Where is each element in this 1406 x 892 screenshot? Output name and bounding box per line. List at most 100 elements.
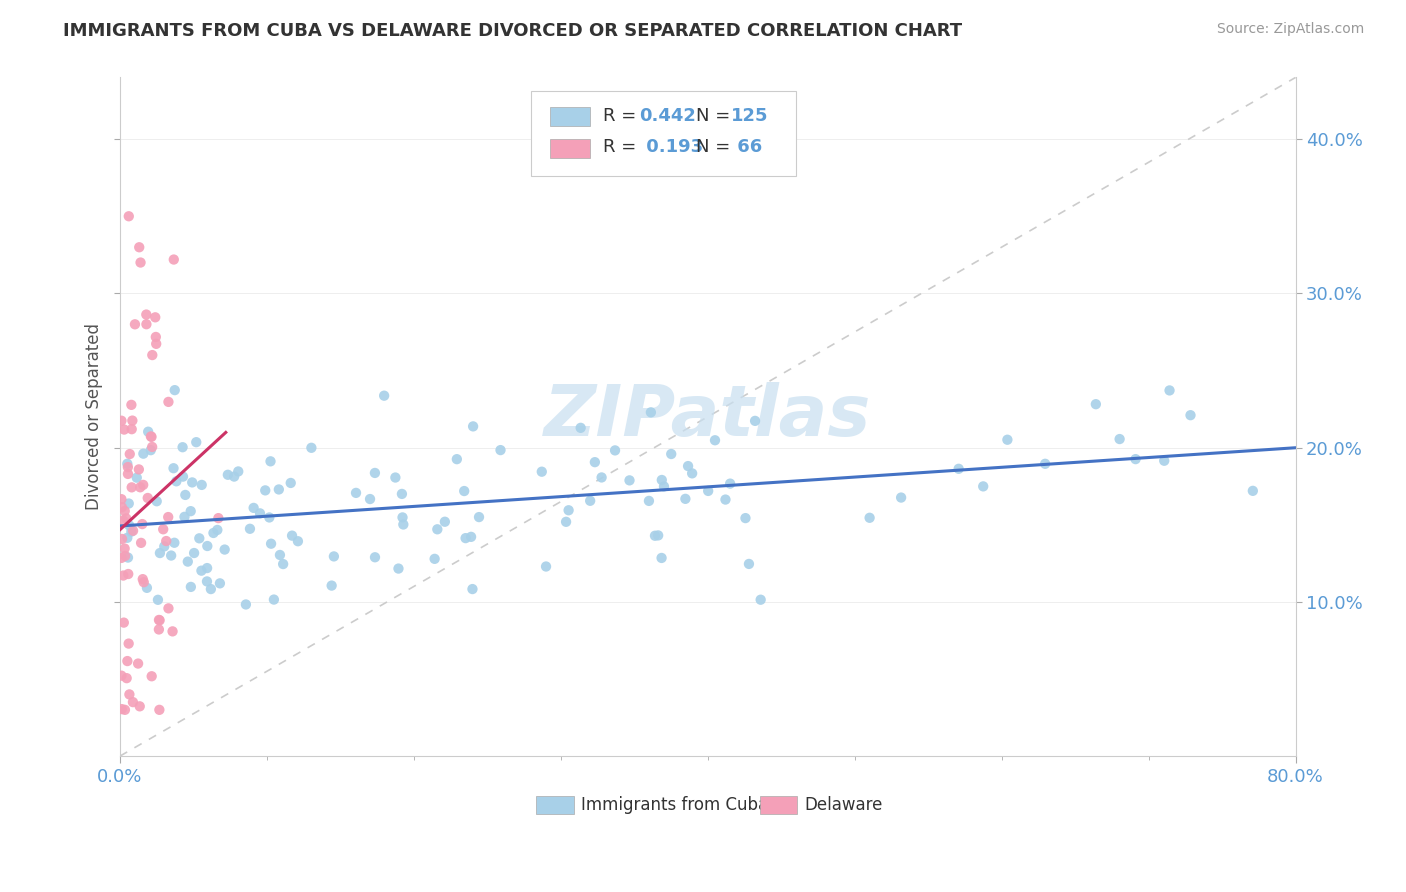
Text: IMMIGRANTS FROM CUBA VS DELAWARE DIVORCED OR SEPARATED CORRELATION CHART: IMMIGRANTS FROM CUBA VS DELAWARE DIVORCE… xyxy=(63,22,962,40)
Point xyxy=(392,517,415,532)
Point xyxy=(972,479,994,493)
Point xyxy=(454,531,477,545)
Point xyxy=(489,443,512,458)
Point xyxy=(239,522,262,536)
Text: ZIPatlas: ZIPatlas xyxy=(544,383,872,451)
Point xyxy=(249,507,271,521)
Text: N =: N = xyxy=(696,107,735,125)
Point xyxy=(111,532,134,546)
Point xyxy=(673,491,696,506)
FancyBboxPatch shape xyxy=(531,91,796,176)
Point xyxy=(263,592,285,607)
Point xyxy=(111,500,134,515)
Point xyxy=(177,555,200,569)
Point xyxy=(157,601,180,615)
Point xyxy=(139,443,162,458)
Point xyxy=(181,475,204,490)
Text: 0.442: 0.442 xyxy=(640,107,696,125)
Point xyxy=(117,654,139,668)
Point xyxy=(652,479,675,493)
Point xyxy=(569,421,592,435)
Point xyxy=(681,467,703,481)
Point xyxy=(160,549,183,563)
Point xyxy=(423,552,446,566)
Point xyxy=(1125,452,1147,467)
Text: R =: R = xyxy=(603,138,643,156)
Point xyxy=(155,534,177,549)
Point xyxy=(195,574,218,589)
Point xyxy=(391,510,413,524)
Point xyxy=(141,430,163,444)
Point xyxy=(530,465,553,479)
Point xyxy=(322,549,344,564)
Point xyxy=(153,540,176,554)
Point xyxy=(162,624,184,639)
Point xyxy=(121,414,143,428)
Point xyxy=(1153,454,1175,468)
Point xyxy=(163,252,186,267)
Point xyxy=(591,470,613,484)
Point xyxy=(114,549,136,563)
Point xyxy=(117,550,139,565)
Point xyxy=(118,496,141,510)
Point xyxy=(163,383,186,397)
Point xyxy=(186,435,208,450)
Point xyxy=(132,478,155,492)
Point xyxy=(603,443,626,458)
Point xyxy=(117,567,139,582)
Point xyxy=(1033,457,1056,471)
Point xyxy=(122,695,145,709)
Text: 66: 66 xyxy=(731,138,762,156)
Point xyxy=(718,476,741,491)
Point xyxy=(162,461,184,475)
Point xyxy=(638,494,661,508)
Point xyxy=(859,510,882,524)
FancyBboxPatch shape xyxy=(550,138,591,158)
Point xyxy=(110,492,132,507)
Point xyxy=(163,535,186,549)
Point xyxy=(139,429,162,443)
Point xyxy=(110,414,132,428)
Point xyxy=(619,474,641,488)
Point xyxy=(183,546,205,560)
Point xyxy=(364,466,387,480)
Point xyxy=(120,524,142,539)
Point xyxy=(704,434,727,448)
Point xyxy=(114,703,136,717)
Point xyxy=(149,613,172,627)
Text: 125: 125 xyxy=(731,107,769,125)
Point xyxy=(112,615,135,630)
Point xyxy=(129,255,152,269)
Point xyxy=(136,425,159,439)
Point xyxy=(112,423,135,437)
Point xyxy=(125,471,148,485)
Point xyxy=(387,561,409,575)
Point xyxy=(890,491,912,505)
Point xyxy=(128,462,150,476)
Point xyxy=(267,483,290,497)
Point xyxy=(132,572,155,586)
Point xyxy=(110,550,132,565)
Point xyxy=(359,491,381,506)
FancyBboxPatch shape xyxy=(550,107,591,127)
Point xyxy=(149,546,172,560)
Point xyxy=(433,515,456,529)
Point xyxy=(738,557,761,571)
Point xyxy=(651,473,673,487)
Point xyxy=(118,637,141,651)
Point xyxy=(995,433,1018,447)
Point xyxy=(242,500,264,515)
Point xyxy=(122,524,145,538)
Point xyxy=(152,522,174,536)
Point xyxy=(157,395,180,409)
Point xyxy=(714,492,737,507)
Point xyxy=(659,447,682,461)
Point xyxy=(1180,408,1202,422)
Point xyxy=(647,528,669,542)
Point xyxy=(446,452,468,467)
Point xyxy=(254,483,277,498)
Point xyxy=(744,414,766,428)
Point xyxy=(129,536,152,550)
Point xyxy=(132,575,155,590)
Point xyxy=(1108,432,1130,446)
